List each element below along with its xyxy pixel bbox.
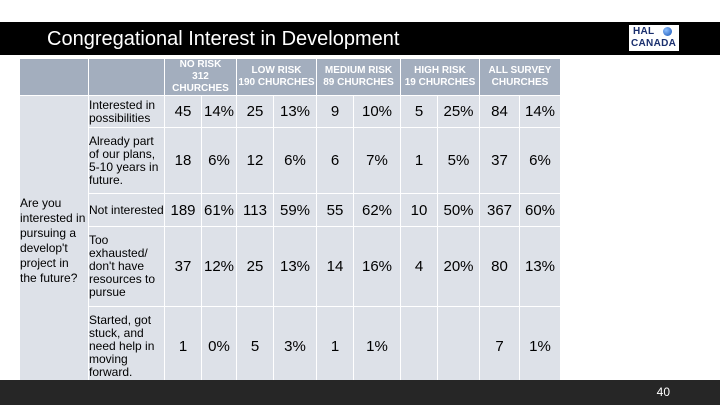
question-cell: Are you interested in pursuing a develop… <box>19 95 89 387</box>
slide-title: Congregational Interest in Development <box>47 28 400 50</box>
count-cell: 367 <box>479 193 520 227</box>
count-cell: 37 <box>479 127 520 194</box>
percent-cell: 6% <box>201 127 237 194</box>
count-cell: 113 <box>236 193 274 227</box>
logo-text-hal: HAL <box>633 26 655 37</box>
percent-cell: 6% <box>519 127 561 194</box>
count-cell: 4 <box>400 226 438 307</box>
percent-cell: 3% <box>273 306 317 387</box>
header-no-risk: NO RISK 312 CHURCHES <box>164 58 237 96</box>
header-empty-question <box>19 58 89 96</box>
table-row: Already part of our plans, 5-10 years in… <box>20 127 561 194</box>
header-line: MEDIUM RISK <box>324 65 393 76</box>
percent-cell: 20% <box>437 226 480 307</box>
table-row: Too exhausted/ don't have resources to p… <box>20 226 561 307</box>
percent-cell: 50% <box>437 193 480 227</box>
table-row: Started, got stuck, and need help in mov… <box>20 306 561 387</box>
hal-canada-logo: HAL CANADA <box>629 25 679 51</box>
row-label: Interested in possibilities <box>88 95 165 128</box>
count-cell <box>400 306 438 387</box>
header-medium-risk: MEDIUM RISK 89 CHURCHES <box>316 58 401 96</box>
header-row: NO RISK 312 CHURCHES LOW RISK 190 CHURCH… <box>19 58 561 96</box>
header-line: LOW RISK <box>251 65 302 76</box>
header-all-survey: ALL SURVEY CHURCHES <box>479 58 561 96</box>
percent-cell: 1% <box>519 306 561 387</box>
row-label: Too exhausted/ don't have resources to p… <box>88 226 165 307</box>
percent-cell: 59% <box>273 193 317 227</box>
percent-cell: 13% <box>273 226 317 307</box>
percent-cell: 14% <box>201 95 237 128</box>
percent-cell: 1% <box>353 306 401 387</box>
percent-cell: 5% <box>437 127 480 194</box>
title-bar: Congregational Interest in Development H… <box>0 22 720 55</box>
percent-cell: 0% <box>201 306 237 387</box>
count-cell: 5 <box>400 95 438 128</box>
count-cell: 7 <box>479 306 520 387</box>
header-line: 312 CHURCHES <box>172 71 229 94</box>
percent-cell: 13% <box>273 95 317 128</box>
logo-text-canada: CANADA <box>631 38 677 49</box>
interest-table: NO RISK 312 CHURCHES LOW RISK 190 CHURCH… <box>19 58 561 387</box>
table-row: Are you interested in pursuing a develop… <box>19 95 561 387</box>
count-cell: 25 <box>236 95 274 128</box>
count-cell: 1 <box>164 306 202 387</box>
percent-cell <box>437 306 480 387</box>
header-line: 89 CHURCHES <box>323 77 394 88</box>
percent-cell: 6% <box>273 127 317 194</box>
row-label: Started, got stuck, and need help in mov… <box>88 306 165 387</box>
row-label: Already part of our plans, 5-10 years in… <box>88 127 165 194</box>
header-line: 19 CHURCHES <box>404 77 476 88</box>
header-line: NO RISK <box>179 59 222 71</box>
count-cell: 12 <box>236 127 274 194</box>
count-cell: 189 <box>164 193 202 227</box>
header-high-risk: HIGH RISK 19 CHURCHES <box>400 58 480 96</box>
count-cell: 1 <box>400 127 438 194</box>
header-line: HIGH RISK <box>414 65 466 76</box>
footer-bar: 40 <box>0 380 720 405</box>
count-cell: 6 <box>316 127 354 194</box>
table-row: Not interested 189 61% 113 59% 55 62% 10… <box>20 193 561 227</box>
count-cell: 14 <box>316 226 354 307</box>
percent-cell: 12% <box>201 226 237 307</box>
percent-cell: 7% <box>353 127 401 194</box>
count-cell: 55 <box>316 193 354 227</box>
percent-cell: 10% <box>353 95 401 128</box>
count-cell: 10 <box>400 193 438 227</box>
header-empty-label <box>88 58 165 96</box>
count-cell: 9 <box>316 95 354 128</box>
count-cell: 80 <box>479 226 520 307</box>
row-label: Not interested <box>88 193 165 227</box>
header-line: 190 CHURCHES <box>238 77 315 88</box>
header-low-risk: LOW RISK 190 CHURCHES <box>236 58 317 96</box>
percent-cell: 62% <box>353 193 401 227</box>
percent-cell: 14% <box>519 95 561 128</box>
page-number: 40 <box>656 385 670 399</box>
count-cell: 84 <box>479 95 520 128</box>
header-line: ALL SURVEY <box>488 65 552 76</box>
count-cell: 37 <box>164 226 202 307</box>
percent-cell: 25% <box>437 95 480 128</box>
percent-cell: 16% <box>353 226 401 307</box>
percent-cell: 13% <box>519 226 561 307</box>
count-cell: 25 <box>236 226 274 307</box>
percent-cell: 60% <box>519 193 561 227</box>
header-line: CHURCHES <box>491 77 549 88</box>
globe-icon <box>663 27 672 36</box>
percent-cell: 61% <box>201 193 237 227</box>
count-cell: 5 <box>236 306 274 387</box>
count-cell: 18 <box>164 127 202 194</box>
count-cell: 45 <box>164 95 202 128</box>
count-cell: 1 <box>316 306 354 387</box>
